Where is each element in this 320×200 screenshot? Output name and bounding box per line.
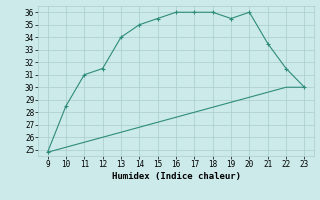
X-axis label: Humidex (Indice chaleur): Humidex (Indice chaleur) — [111, 172, 241, 181]
